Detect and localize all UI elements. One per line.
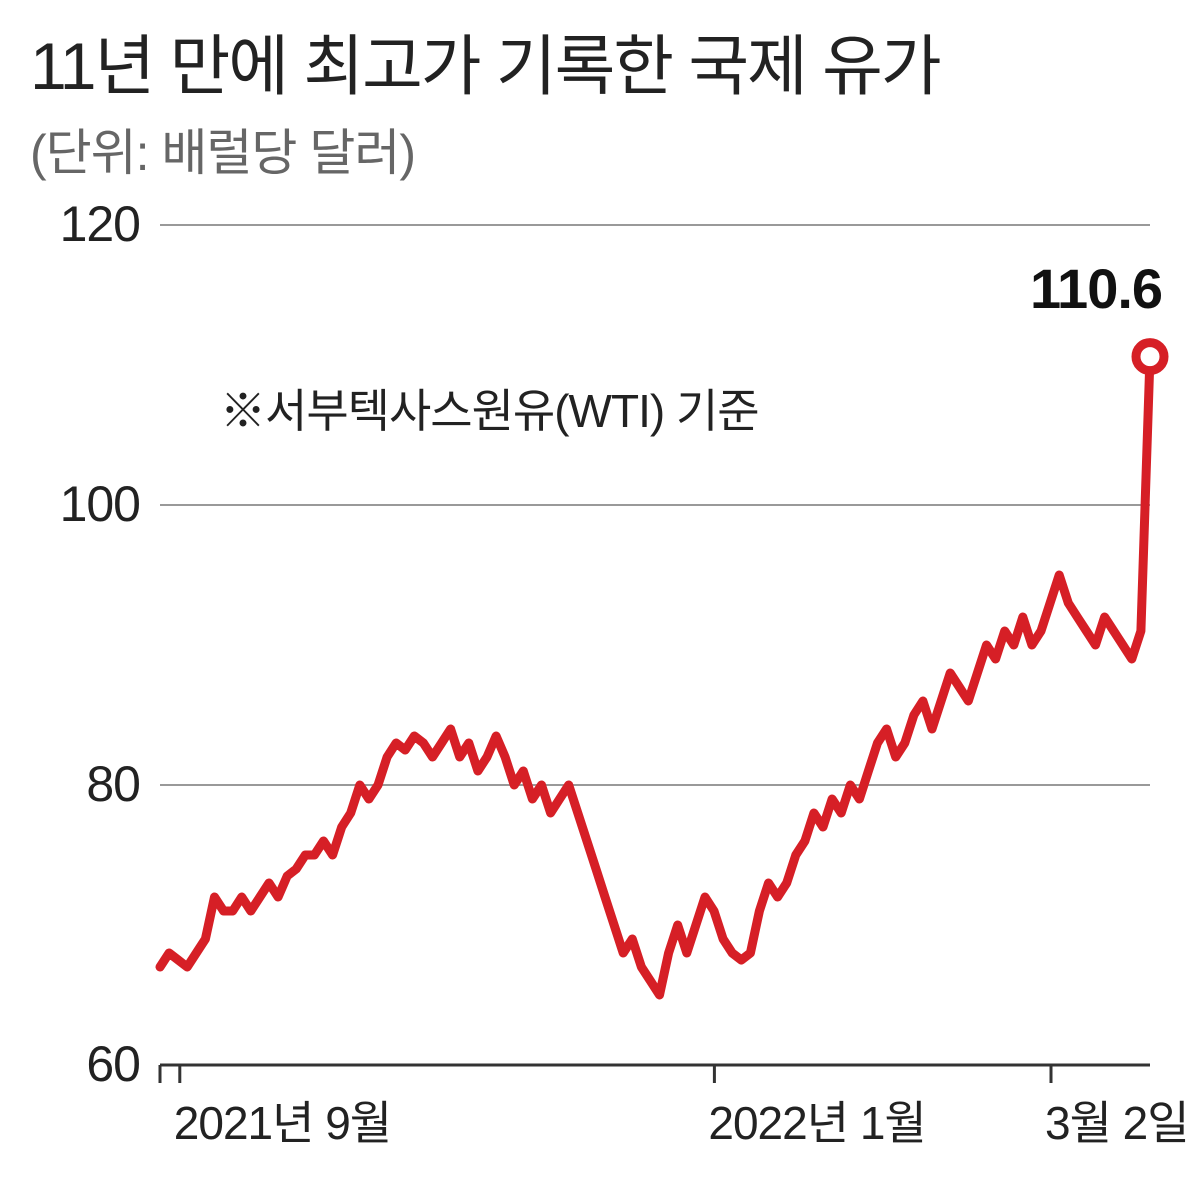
y-tick-label: 100 — [30, 475, 140, 533]
chart-subtitle: (단위: 배럴당 달러) — [30, 113, 1170, 185]
chart-title: 11년 만에 최고가 기록한 국제 유가 — [30, 30, 1170, 103]
y-tick-label: 60 — [30, 1035, 140, 1093]
y-tick-label: 120 — [30, 195, 140, 253]
y-tick-label: 80 — [30, 755, 140, 813]
chart-area: 60801001202021년 9월2022년 1월3월 2일※서부텍사스원유(… — [30, 205, 1170, 1165]
chart-annotation: ※서부텍사스원유(WTI) 기준 — [220, 375, 759, 441]
x-tick-label: 2022년 1월 — [708, 1087, 925, 1153]
endpoint-value-label: 110.6 — [1030, 256, 1162, 321]
x-tick-label: 3월 2일 — [1045, 1087, 1189, 1153]
x-tick-label: 2021년 9월 — [174, 1087, 391, 1153]
chart-svg — [30, 205, 1170, 1165]
